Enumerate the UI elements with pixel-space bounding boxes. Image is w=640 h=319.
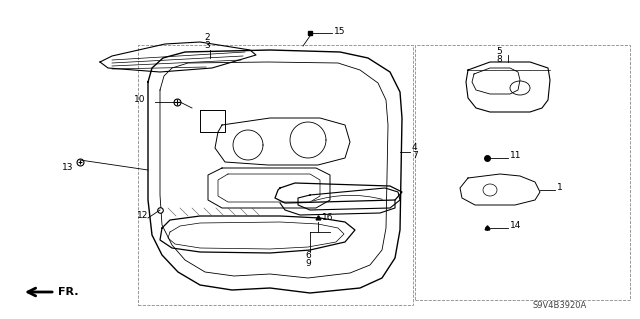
Text: 10: 10 — [134, 94, 145, 103]
Text: 6: 6 — [305, 251, 311, 261]
Text: 7: 7 — [412, 152, 418, 160]
Text: 13: 13 — [61, 164, 73, 173]
Text: S9V4B3920A: S9V4B3920A — [533, 300, 587, 309]
Text: 8: 8 — [496, 56, 502, 64]
Text: 14: 14 — [510, 221, 522, 231]
Text: 11: 11 — [510, 152, 522, 160]
Text: 5: 5 — [496, 48, 502, 56]
Text: 1: 1 — [557, 183, 563, 192]
Bar — [415, 45, 630, 300]
Text: 4: 4 — [412, 143, 418, 152]
Text: FR.: FR. — [58, 287, 79, 297]
Bar — [138, 45, 413, 305]
Text: 9: 9 — [305, 259, 311, 269]
Text: 3: 3 — [204, 41, 210, 49]
Text: 12: 12 — [136, 211, 148, 219]
Text: 2: 2 — [204, 33, 210, 41]
Text: 16: 16 — [322, 213, 333, 222]
Text: 15: 15 — [334, 26, 346, 35]
